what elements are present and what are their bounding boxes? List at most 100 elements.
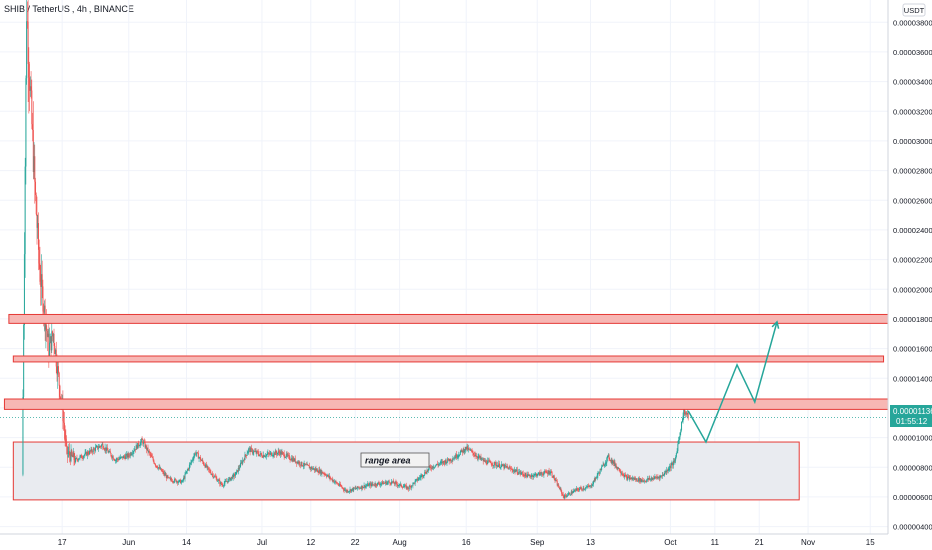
candle-body [405, 485, 407, 487]
projection-path[interactable] [687, 320, 780, 444]
candle-body [597, 472, 599, 476]
candle-body [331, 478, 333, 481]
candle-body [312, 468, 314, 470]
candle-body [496, 464, 498, 467]
time-axis[interactable]: 17 Jun 14 Jul 12 22 Aug 16 Sep 13 Oct 11 21 Nov 15 [0, 533, 888, 547]
candle-body [231, 476, 233, 479]
candle-body [605, 462, 607, 464]
candle-body [466, 446, 468, 449]
candle-body [128, 453, 130, 456]
candle-body [146, 447, 148, 450]
candle-body [439, 463, 441, 465]
candle-body [73, 452, 75, 460]
candle-body [60, 396, 62, 399]
candle-body [678, 440, 680, 445]
candle-body [177, 481, 179, 483]
price-axis[interactable]: 0.00003800 0.00003600 0.00003400 0.00003200… [887, 0, 932, 534]
candle-body [340, 485, 342, 487]
candle-body [473, 454, 475, 456]
candle-body [435, 465, 437, 466]
candle-body [663, 475, 665, 476]
candle-body [308, 465, 310, 467]
candle-body [111, 456, 113, 458]
candle-body [69, 451, 71, 456]
candle-body [351, 489, 352, 492]
candle-body [68, 451, 70, 453]
candle-body [591, 485, 593, 487]
candle-body [455, 454, 457, 459]
candle-body [91, 449, 93, 452]
candle-body [265, 454, 267, 457]
candle-body [545, 471, 547, 473]
candle-body [43, 311, 45, 313]
candle-body [632, 478, 634, 480]
candle-body [103, 449, 105, 450]
candle-body [259, 453, 261, 455]
candle-body [416, 478, 418, 481]
interval-label: 4h [76, 4, 87, 14]
candle-body [236, 470, 238, 472]
candle-body [596, 475, 598, 478]
time-tick-label: Sep [530, 538, 545, 547]
candle-body [581, 489, 583, 491]
candle-body [75, 457, 77, 459]
currency-badge[interactable] [902, 3, 926, 17]
candle-body [195, 453, 197, 455]
candle-body [307, 464, 309, 466]
candle-body [406, 486, 408, 489]
candle-body [476, 455, 478, 458]
candle-body [100, 445, 102, 447]
candle-body [183, 477, 185, 481]
candle-body [599, 469, 601, 474]
candle-body [382, 482, 384, 485]
candle-body [686, 413, 688, 415]
candle-body [69, 455, 71, 461]
candle-body [429, 466, 431, 468]
candle-body [573, 491, 574, 493]
candle-body [655, 476, 657, 478]
candle-body [140, 439, 142, 442]
candle-body [376, 482, 378, 486]
candle-body [245, 455, 247, 457]
candle-body [324, 474, 326, 475]
candle-body [467, 448, 469, 450]
candle-body [669, 466, 671, 469]
resistance-zones[interactable] [3, 313, 889, 410]
candle-body [680, 430, 682, 433]
candle-body [220, 482, 222, 485]
candle-body [436, 463, 438, 465]
candle-body [315, 468, 317, 471]
candle-body [478, 455, 480, 457]
candle-body [685, 412, 687, 414]
candle-body [507, 467, 509, 468]
candle-body [609, 458, 611, 461]
candle-body [386, 482, 388, 485]
candle-body [224, 481, 226, 484]
candle-body [62, 401, 64, 422]
candle-body [584, 488, 586, 490]
candle-body [587, 485, 589, 487]
candle-body [143, 441, 145, 444]
price-tick-label: 0.00003800 [893, 18, 932, 27]
candle-body [630, 477, 632, 480]
price-tick-label: 0.00001800 [893, 315, 932, 324]
candle-body [576, 488, 578, 490]
candle-body [581, 488, 583, 490]
candle-body [189, 463, 191, 465]
candle-body [374, 483, 376, 486]
candle-body [259, 454, 261, 456]
exchange-label: BINANCE [93, 4, 134, 14]
candle-body [346, 490, 348, 492]
candle-body [152, 457, 154, 461]
candle-body [116, 458, 118, 460]
candle-body [675, 456, 677, 461]
candle-body [509, 467, 511, 469]
candle-body [548, 470, 550, 474]
candle-body [490, 463, 492, 465]
candle-body [114, 460, 116, 462]
candle-body [426, 470, 428, 474]
candle-body [251, 448, 253, 450]
candle-body [45, 325, 47, 330]
candle-body [484, 460, 486, 462]
